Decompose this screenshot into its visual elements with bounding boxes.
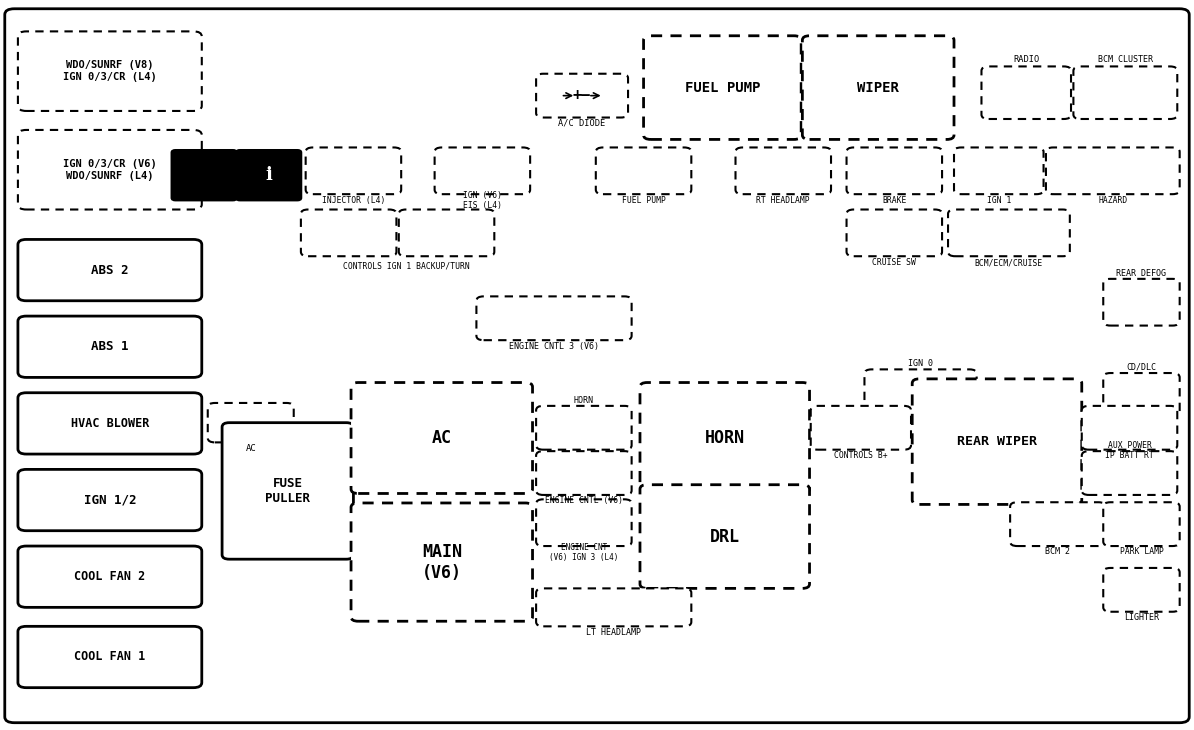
FancyBboxPatch shape — [1082, 451, 1177, 495]
FancyBboxPatch shape — [18, 546, 202, 607]
Text: HORN: HORN — [574, 396, 593, 404]
FancyBboxPatch shape — [18, 130, 202, 210]
FancyBboxPatch shape — [596, 147, 691, 194]
FancyBboxPatch shape — [954, 147, 1044, 194]
Text: IGN 0/3/CR (V6)
WDO/SUNRF (L4): IGN 0/3/CR (V6) WDO/SUNRF (L4) — [63, 159, 156, 180]
FancyBboxPatch shape — [236, 150, 301, 200]
FancyBboxPatch shape — [948, 210, 1070, 256]
FancyBboxPatch shape — [18, 239, 202, 301]
Text: HVAC BLOWER: HVAC BLOWER — [70, 417, 149, 430]
FancyBboxPatch shape — [644, 36, 801, 139]
FancyBboxPatch shape — [536, 74, 628, 118]
FancyBboxPatch shape — [18, 393, 202, 454]
Text: HORN: HORN — [704, 429, 745, 447]
FancyBboxPatch shape — [802, 36, 954, 139]
Text: LIGHTER: LIGHTER — [1124, 613, 1159, 622]
FancyBboxPatch shape — [536, 406, 632, 450]
FancyBboxPatch shape — [1103, 502, 1180, 546]
Text: ENGINE CNTL 3 (V6): ENGINE CNTL 3 (V6) — [509, 342, 599, 350]
Text: WDO/SUNRF (V8)
IGN 0/3/CR (L4): WDO/SUNRF (V8) IGN 0/3/CR (L4) — [63, 61, 156, 82]
Text: LT HEADLAMP: LT HEADLAMP — [586, 628, 641, 637]
FancyBboxPatch shape — [18, 31, 202, 111]
Text: REAR WIPER: REAR WIPER — [956, 435, 1038, 448]
FancyBboxPatch shape — [864, 369, 977, 413]
Text: BCM/ECM/CRUISE: BCM/ECM/CRUISE — [974, 258, 1044, 267]
Text: CD/DLC: CD/DLC — [1126, 363, 1157, 372]
Text: AC: AC — [245, 444, 257, 453]
Text: IGN 1: IGN 1 — [986, 196, 1011, 205]
Text: A/C DIODE: A/C DIODE — [559, 119, 605, 128]
Text: COOL FAN 1: COOL FAN 1 — [74, 650, 146, 664]
FancyBboxPatch shape — [18, 626, 202, 688]
Text: ENGINE CNTL (V6): ENGINE CNTL (V6) — [544, 496, 623, 505]
FancyBboxPatch shape — [1010, 502, 1106, 546]
Text: REAR DEFOG: REAR DEFOG — [1116, 269, 1167, 277]
Text: CONTROLS IGN 1 BACKUP/TURN: CONTROLS IGN 1 BACKUP/TURN — [343, 261, 469, 270]
Text: MAIN
(V6): MAIN (V6) — [421, 542, 462, 582]
Text: FUEL PUMP: FUEL PUMP — [622, 196, 665, 205]
FancyBboxPatch shape — [536, 588, 691, 626]
FancyBboxPatch shape — [640, 383, 810, 493]
Text: ABS 2: ABS 2 — [91, 264, 129, 277]
FancyBboxPatch shape — [811, 406, 911, 450]
FancyBboxPatch shape — [351, 383, 533, 493]
FancyBboxPatch shape — [536, 499, 632, 546]
FancyBboxPatch shape — [18, 469, 202, 531]
Text: PARK LAMP: PARK LAMP — [1120, 548, 1163, 556]
Text: BRAKE: BRAKE — [882, 196, 906, 205]
FancyBboxPatch shape — [1103, 279, 1180, 326]
FancyBboxPatch shape — [301, 210, 396, 256]
FancyBboxPatch shape — [981, 66, 1071, 119]
FancyBboxPatch shape — [351, 503, 533, 621]
Text: +−: +− — [573, 88, 591, 103]
FancyBboxPatch shape — [640, 485, 810, 588]
Text: FUSE
PULLER: FUSE PULLER — [265, 477, 310, 505]
Text: IGN 0: IGN 0 — [909, 359, 933, 368]
Text: RADIO: RADIO — [1014, 55, 1039, 64]
Text: WIPER: WIPER — [857, 80, 899, 95]
FancyBboxPatch shape — [5, 9, 1189, 723]
Text: BCM 2: BCM 2 — [1046, 548, 1070, 556]
Text: IGN (V6)
EIS (L4): IGN (V6) EIS (L4) — [463, 191, 501, 210]
FancyBboxPatch shape — [172, 150, 236, 200]
FancyBboxPatch shape — [847, 210, 942, 256]
Text: ENGINE CNT
(V6) IGN 3 (L4): ENGINE CNT (V6) IGN 3 (L4) — [549, 543, 618, 562]
Text: CRUISE SW: CRUISE SW — [873, 258, 916, 267]
FancyBboxPatch shape — [208, 403, 294, 442]
FancyBboxPatch shape — [476, 296, 632, 340]
Text: DRL: DRL — [709, 528, 740, 545]
Text: INJECTOR (L4): INJECTOR (L4) — [321, 196, 386, 205]
FancyBboxPatch shape — [536, 451, 632, 495]
FancyBboxPatch shape — [1046, 147, 1180, 194]
FancyBboxPatch shape — [18, 316, 202, 377]
Text: CONTROLS B+: CONTROLS B+ — [835, 451, 887, 460]
Text: HAZARD: HAZARD — [1098, 196, 1127, 205]
FancyBboxPatch shape — [1073, 66, 1177, 119]
FancyBboxPatch shape — [1103, 568, 1180, 612]
FancyBboxPatch shape — [222, 423, 353, 559]
Text: FUEL PUMP: FUEL PUMP — [684, 80, 761, 95]
Text: IP BATT RT: IP BATT RT — [1106, 451, 1153, 460]
FancyBboxPatch shape — [847, 147, 942, 194]
Text: ABS 1: ABS 1 — [91, 340, 129, 353]
FancyBboxPatch shape — [1103, 373, 1180, 417]
Text: i: i — [265, 166, 272, 184]
Text: RT HEADLAMP: RT HEADLAMP — [757, 196, 810, 205]
Text: BCM CLUSTER: BCM CLUSTER — [1097, 55, 1153, 64]
Text: AC: AC — [432, 429, 451, 447]
FancyBboxPatch shape — [1082, 406, 1177, 450]
FancyBboxPatch shape — [306, 147, 401, 194]
FancyBboxPatch shape — [736, 147, 831, 194]
FancyBboxPatch shape — [399, 210, 494, 256]
FancyBboxPatch shape — [435, 147, 530, 194]
Text: IGN 1/2: IGN 1/2 — [84, 493, 136, 507]
Text: COOL FAN 2: COOL FAN 2 — [74, 570, 146, 583]
FancyBboxPatch shape — [912, 379, 1082, 504]
Text: AUX POWER: AUX POWER — [1108, 441, 1151, 450]
